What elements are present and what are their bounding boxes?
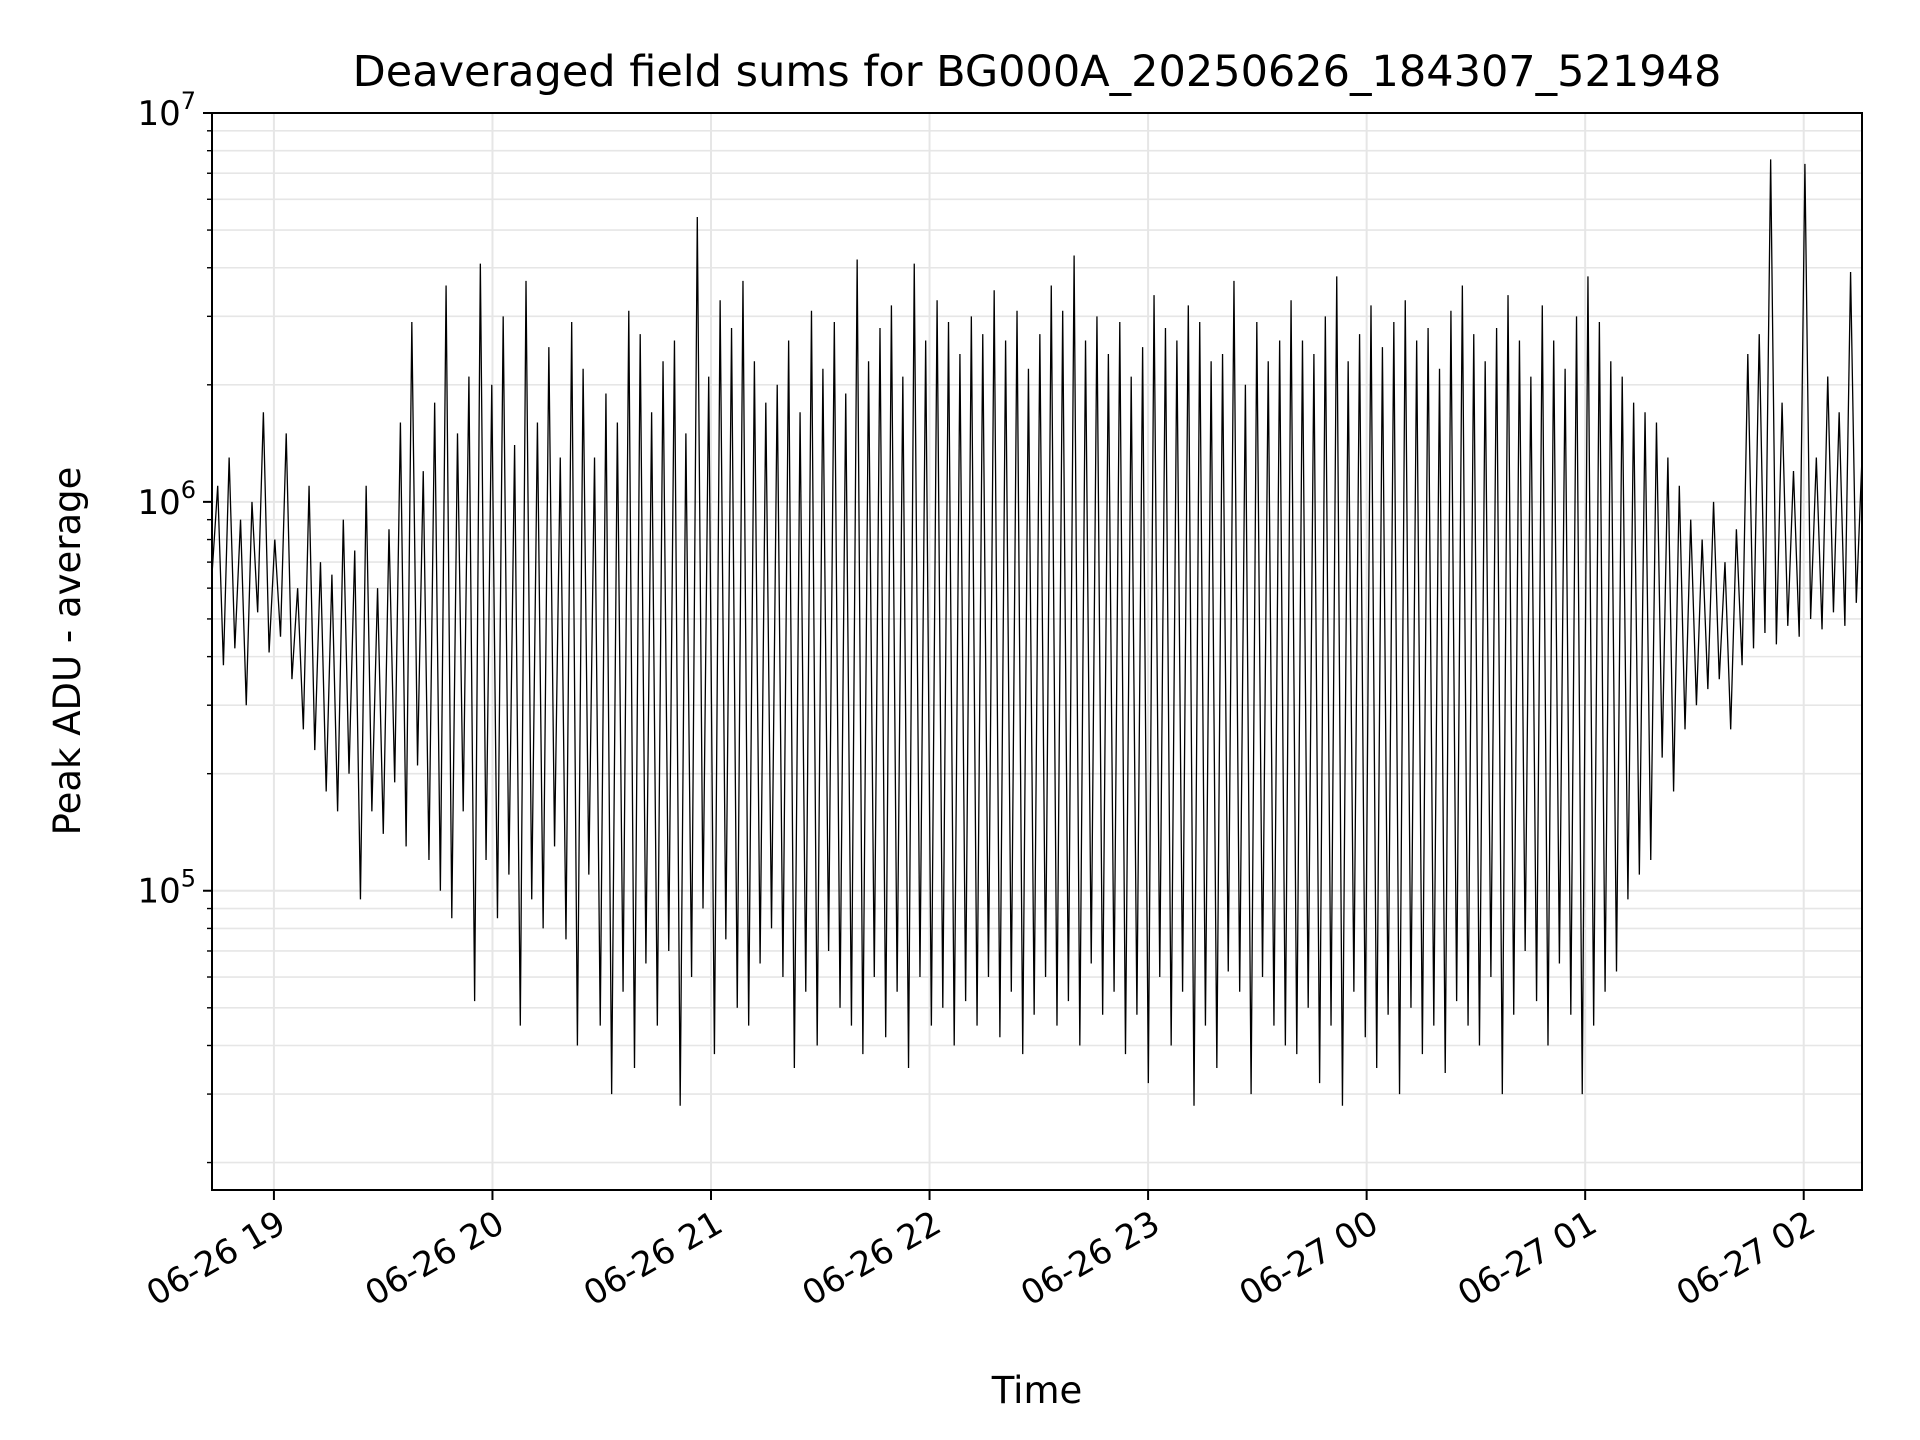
- series-line: [211, 159, 1863, 1106]
- chart-title: Deaveraged field sums for BG000A_2025062…: [353, 47, 1722, 97]
- y-tick-exponent: 6: [181, 476, 196, 504]
- y-tick-label: 105: [137, 865, 196, 912]
- y-tick-base: 10: [137, 872, 180, 912]
- y-tick-base: 10: [137, 483, 180, 523]
- y-tick-exponent: 7: [181, 87, 196, 115]
- y-tick-label: 107: [137, 87, 196, 134]
- plot-frame: [211, 112, 1863, 1191]
- x-axis-label: Time: [991, 1369, 1083, 1412]
- y-tick-base: 10: [137, 94, 180, 134]
- y-tick-exponent: 5: [181, 865, 196, 893]
- y-axis-label: Peak ADU - average: [46, 467, 89, 836]
- series-path: [211, 159, 1863, 1106]
- y-tick-label: 106: [137, 476, 196, 523]
